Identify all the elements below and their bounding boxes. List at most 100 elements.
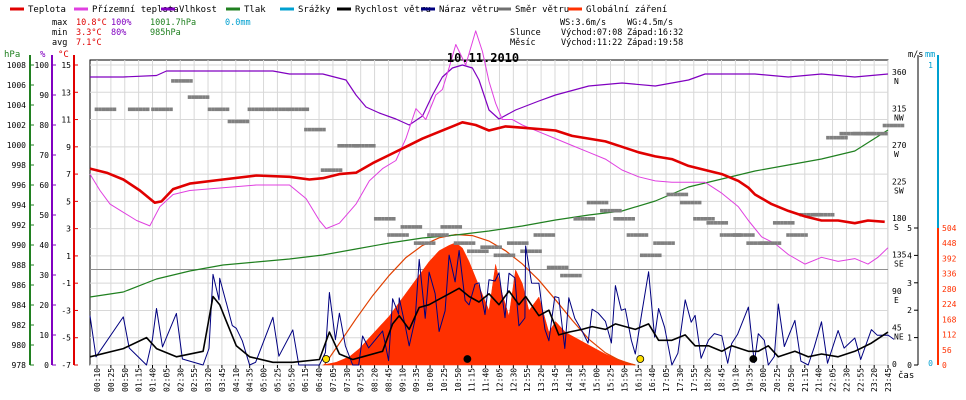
- wind-direction-point: [487, 245, 492, 249]
- wind-direction-point: [258, 107, 262, 112]
- wind-direction-point: [889, 123, 894, 128]
- wind-direction-point: [418, 225, 423, 229]
- x-tick-label: 13:45: [551, 368, 560, 392]
- wind-direction-point: [251, 107, 255, 112]
- wind-gust-line: [89, 245, 895, 366]
- wind-direction-point: [673, 192, 678, 197]
- x-tick-label: 17:05: [662, 368, 671, 392]
- wind-direction-point: [644, 233, 649, 237]
- x-tick-label: 21:40: [815, 368, 824, 392]
- wind-direction-point: [573, 217, 578, 221]
- direction-tick-label: 45: [892, 324, 902, 333]
- wind-direction-point: [643, 253, 648, 258]
- moon-label: Měsíc: [510, 38, 536, 48]
- wind-direction-point: [866, 131, 870, 136]
- wind-direction-point: [563, 273, 568, 278]
- wind-direction-point: [786, 233, 790, 237]
- wind-direction-point: [218, 107, 223, 112]
- wind-direction-point: [833, 135, 837, 140]
- wind-direction-point: [440, 225, 445, 229]
- wind-direction-point: [804, 233, 808, 237]
- wind-direction-point: [138, 107, 143, 112]
- x-tick-label: 23:45: [884, 368, 893, 392]
- x-tick-label: 15:00: [593, 368, 602, 392]
- x-tick-label: 06:40: [315, 368, 324, 392]
- wind-direction-point: [189, 79, 193, 83]
- direction-tick-label: 270: [892, 141, 907, 150]
- wind-direction-point: [880, 131, 885, 136]
- wind-direction-point: [171, 79, 175, 83]
- wind-direction-point: [614, 208, 619, 213]
- wind-direction-point: [151, 107, 155, 112]
- x-tick-label: 08:20: [371, 368, 380, 392]
- sunrise-time: Východ:07:08: [561, 28, 622, 38]
- wind-direction-point: [441, 233, 446, 237]
- sunrise-marker: [322, 355, 330, 363]
- wind-direction-point: [537, 233, 541, 237]
- wind-direction-point: [763, 241, 767, 245]
- wind-direction-point: [806, 212, 811, 217]
- x-tick-label: 11:40: [482, 368, 491, 392]
- pressure-tick-label: 990: [12, 241, 27, 250]
- x-tick-label: 18:45: [718, 368, 727, 392]
- wind-direction-point: [428, 241, 432, 245]
- wind-direction-point: [687, 200, 691, 205]
- wind-direction-point: [653, 241, 657, 245]
- wind-direction-point: [318, 127, 323, 132]
- wind-direction-point: [94, 107, 99, 112]
- wind-direction-point: [751, 233, 755, 237]
- direction-compass-label: NE: [894, 333, 904, 342]
- humidity-tick-label: 100: [35, 61, 50, 70]
- wind-direction-point: [783, 221, 788, 225]
- x-tick-label: 08:45: [384, 368, 393, 392]
- wind-direction-point: [550, 265, 555, 270]
- legend-label: Rychlost větru: [355, 5, 431, 15]
- wind-direction-point: [493, 253, 498, 258]
- wind-direction-point: [500, 253, 505, 258]
- x-tick-label: 04:10: [232, 368, 241, 392]
- wind-direction-point: [713, 221, 718, 225]
- x-tick-label: 14:10: [565, 368, 574, 392]
- wind-direction-point: [322, 127, 326, 132]
- x-tick-label: 10:00: [426, 368, 435, 392]
- wind-direction-point: [876, 131, 881, 136]
- wind-direction-point: [135, 107, 139, 112]
- wind-direction-point: [109, 107, 113, 112]
- wind-direction-point: [254, 107, 259, 112]
- wind-direction-point: [574, 273, 579, 278]
- wind-direction-point: [305, 107, 310, 112]
- wind-direction-point: [271, 107, 275, 112]
- wind-direction-point: [142, 107, 146, 112]
- wind-direction-point: [710, 221, 714, 225]
- wind-direction-point: [829, 135, 834, 140]
- wind-direction-point: [187, 95, 192, 99]
- temperature-tick-label: -5: [61, 334, 71, 343]
- x-tick-label: 12:30: [509, 368, 518, 392]
- temperature-tick-label: -1: [61, 279, 71, 288]
- stats-value: 10.8°C: [76, 18, 107, 28]
- x-axis-label: čas: [898, 370, 914, 381]
- wind-direction-point: [460, 241, 465, 245]
- wind-direction-point: [394, 233, 399, 237]
- legend-label: Přízemní teplota: [92, 5, 179, 15]
- humidity-tick-label: 60: [39, 181, 49, 190]
- pressure-tick-label: 1000: [7, 141, 26, 150]
- wind-direction-point: [551, 233, 556, 237]
- wind-direction-point: [597, 200, 602, 205]
- temperature-tick-label: 9: [66, 143, 71, 152]
- wind-direction-point: [547, 233, 552, 237]
- pressure-tick-label: 998: [12, 161, 27, 170]
- wind-tick-label: 0: [907, 361, 912, 370]
- direction-tick-label: 315: [892, 105, 907, 114]
- wind-direction-point: [772, 221, 777, 225]
- wind-direction-point: [521, 241, 525, 245]
- radiation-tick-label: 56: [942, 346, 952, 355]
- wind-direction-point: [544, 233, 548, 237]
- x-tick-label: 01:15: [135, 368, 144, 392]
- wind-direction-point: [324, 168, 328, 172]
- wind-direction-point: [401, 233, 406, 237]
- moonset-marker: [749, 355, 758, 363]
- wind-direction-point: [601, 200, 605, 205]
- wind-direction-point: [604, 200, 609, 205]
